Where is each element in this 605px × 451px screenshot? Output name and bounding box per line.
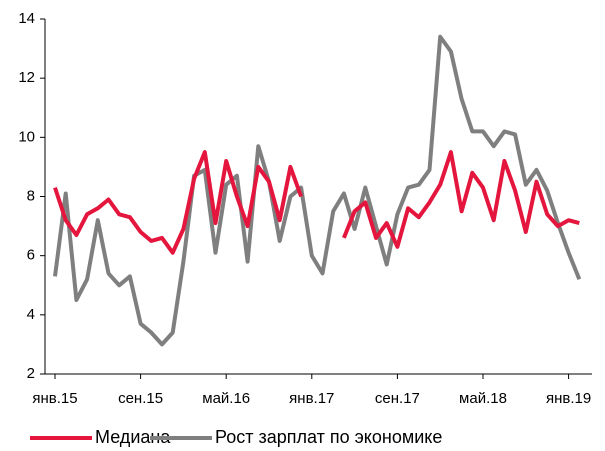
x-tick-label: янв.15	[32, 390, 77, 407]
series-line	[53, 34, 582, 347]
y-tick-label: 2	[27, 365, 35, 382]
x-tick-label: сен.15	[118, 390, 163, 407]
legend-label: Медиана	[95, 427, 171, 447]
y-tick-label: 14	[18, 10, 35, 27]
x-tick-label: янв.19	[546, 390, 591, 407]
legend-label: Рост зарплат по экономике	[215, 427, 442, 447]
y-tick-label: 6	[27, 247, 35, 264]
x-tick-label: янв.17	[289, 390, 334, 407]
x-tick-label: сен.17	[375, 390, 420, 407]
y-tick-label: 8	[27, 187, 35, 204]
y-tick-label: 10	[18, 128, 35, 145]
y-tick-label: 4	[27, 306, 35, 323]
series-line	[53, 150, 580, 255]
x-tick-label: май.16	[202, 390, 250, 407]
x-tick-label: май.18	[459, 390, 507, 407]
y-tick-label: 12	[18, 69, 35, 86]
